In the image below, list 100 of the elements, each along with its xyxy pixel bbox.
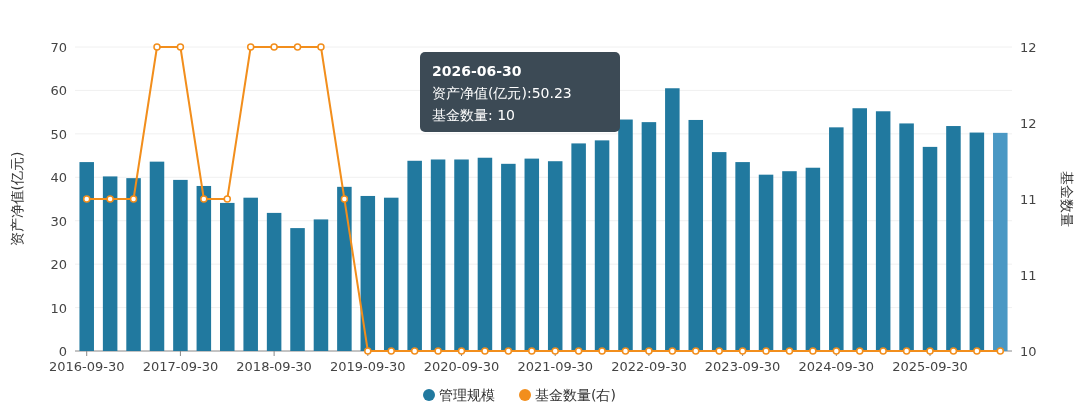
- bar: [875, 111, 891, 351]
- bar: [243, 197, 258, 351]
- y-tick-label: 60: [50, 83, 67, 99]
- point: [129, 195, 138, 203]
- point: [598, 347, 606, 355]
- point: [832, 347, 841, 355]
- bar: [594, 140, 610, 351]
- bar: [454, 159, 469, 351]
- bar: [829, 127, 844, 351]
- y-tick-label: 70: [50, 40, 67, 55]
- y-tick-label: 40: [50, 170, 67, 186]
- point: [176, 43, 185, 51]
- point: [879, 347, 887, 355]
- bar: [407, 160, 422, 351]
- point: [457, 347, 466, 355]
- x-tick-label: 2021-09-30: [517, 359, 593, 374]
- bar: [501, 163, 516, 351]
- point: [434, 347, 442, 355]
- bar: [126, 178, 141, 351]
- y2-tick-label: 10: [1020, 344, 1037, 359]
- bar: [641, 122, 657, 351]
- y2-axis-title: 基金数量: [1059, 171, 1075, 227]
- point: [855, 347, 864, 355]
- point: [668, 347, 677, 355]
- annotation: 基金数量: 10: [432, 107, 515, 123]
- legend-label: 管理规模: [439, 387, 495, 403]
- bar: [220, 202, 235, 351]
- x-tick-label: 2019-09-30: [330, 359, 406, 374]
- bar: [571, 143, 586, 351]
- bar: [782, 171, 797, 351]
- annotation: 2026-06-30: [432, 63, 522, 79]
- bar: [852, 108, 867, 351]
- y-tick-label: 0: [58, 344, 67, 359]
- point: [200, 195, 208, 203]
- point: [481, 347, 489, 355]
- y2-tick-label: 11: [1020, 192, 1037, 207]
- bar: [173, 179, 188, 351]
- bar: [946, 126, 961, 351]
- point: [317, 43, 325, 51]
- bar: [969, 132, 985, 351]
- bar: [735, 162, 750, 351]
- bar: [430, 159, 446, 351]
- x-tick-label: 2016-09-30: [48, 359, 125, 374]
- y-axis-title: 资产净值(亿元): [9, 151, 25, 247]
- point: [809, 347, 817, 355]
- point: [223, 195, 232, 203]
- bar: [266, 212, 282, 351]
- y-tick-label: 10: [50, 300, 67, 316]
- point: [996, 347, 1005, 355]
- bar: [102, 176, 118, 351]
- x-tick-label: 2025-09-30: [892, 359, 968, 374]
- point: [270, 43, 278, 51]
- bar: [524, 158, 540, 351]
- tooltip: 2026-06-30 资产净值(亿元):50.23 基金数量: 10: [420, 52, 620, 132]
- annotation: 资产净值(亿元):50.23: [432, 85, 572, 101]
- bar: [79, 162, 94, 351]
- bar: [665, 88, 680, 351]
- bar: [547, 161, 563, 351]
- bar: [805, 167, 821, 351]
- y2-tick-label: 12: [1020, 116, 1037, 131]
- y-tick-label: 50: [50, 126, 67, 142]
- point: [246, 43, 255, 51]
- y2-tick-label: 12: [1020, 40, 1037, 55]
- point: [340, 195, 349, 203]
- legend-label: 基金数量(右): [535, 387, 616, 403]
- bar: [360, 195, 376, 351]
- point: [387, 347, 395, 355]
- x-tick-label: 2022-09-30: [611, 359, 687, 374]
- bar: [196, 185, 212, 351]
- bar: [313, 219, 329, 351]
- bar: [711, 152, 727, 351]
- bar: [899, 123, 914, 351]
- bar: [688, 119, 704, 351]
- point: [106, 195, 114, 203]
- point: [621, 347, 630, 355]
- bar: [922, 146, 938, 351]
- point: [410, 347, 419, 355]
- point: [785, 347, 794, 355]
- y-tick-label: 20: [50, 257, 67, 273]
- point: [692, 347, 700, 355]
- point: [738, 347, 747, 355]
- point: [574, 347, 583, 355]
- point: [715, 347, 723, 355]
- point: [949, 347, 958, 355]
- bar: [993, 132, 1008, 351]
- x-tick-label: 2020-09-30: [423, 359, 500, 374]
- point: [973, 347, 981, 355]
- y2-tick-label: 11: [1020, 268, 1037, 283]
- x-tick-label: 2017-09-30: [142, 359, 219, 374]
- point: [153, 43, 161, 51]
- x-tick-label: 2018-09-30: [236, 359, 312, 374]
- bar: [337, 186, 352, 351]
- point: [504, 347, 513, 355]
- point: [528, 347, 536, 355]
- point: [82, 195, 91, 203]
- point: [762, 347, 770, 355]
- bar: [758, 174, 774, 351]
- bar: [290, 228, 305, 351]
- bar: [383, 197, 399, 351]
- bar: [477, 157, 493, 351]
